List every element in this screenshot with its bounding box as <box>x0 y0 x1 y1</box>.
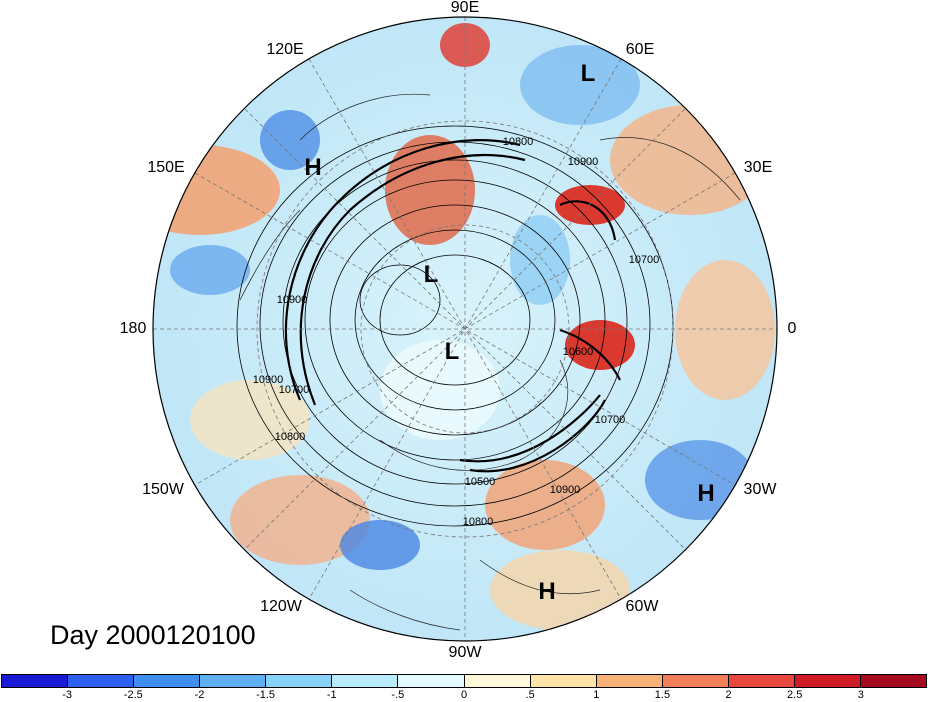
contour-label: 10800 <box>502 136 534 148</box>
lon-label-150w: 150W <box>142 481 184 498</box>
contour-label: 10900 <box>567 156 599 168</box>
contour-label: 10900 <box>276 294 308 306</box>
colorbar-tick-label: .5 <box>525 689 535 701</box>
colorbar-tick-label: -.5 <box>391 689 405 701</box>
high-center: H <box>304 154 322 181</box>
colorbar-swatch <box>727 675 794 687</box>
map-title: Day 2000120100 <box>50 620 256 650</box>
colorbar-swatch <box>463 675 530 687</box>
colorbar-swatch <box>529 675 596 687</box>
lon-label-60e: 60E <box>625 41 655 58</box>
lon-label-120w: 120W <box>260 598 302 615</box>
lon-label-90e: 90E <box>450 0 480 16</box>
colorbar-swatch <box>397 675 464 687</box>
colorbar-tick-label: -1 <box>326 689 337 701</box>
colorbar-swatch <box>67 675 134 687</box>
lon-label-90w: 90W <box>448 644 482 661</box>
low-center: L <box>423 261 439 288</box>
colorbar-swatch <box>331 675 398 687</box>
colorbar-tick-label: -2.5 <box>123 689 143 701</box>
colorbar-tick-label: 2.5 <box>787 689 803 701</box>
high-center: H <box>538 578 556 605</box>
colorbar-swatch <box>2 675 68 687</box>
contour-label: 10900 <box>252 374 284 386</box>
lon-label-120e: 120E <box>266 41 304 58</box>
colorbar-swatch <box>661 675 728 687</box>
colorbar-tick-label: -3 <box>62 689 73 701</box>
colorbar-tick-label: 0 <box>460 689 468 701</box>
contour-label: 10700 <box>278 384 310 396</box>
lon-label-30w: 30W <box>743 481 777 498</box>
colorbar-swatch <box>265 675 332 687</box>
lon-label-60w: 60W <box>625 598 659 615</box>
lon-label-180: 180 <box>119 320 147 337</box>
lon-label-0: 0 <box>787 320 797 337</box>
contour-label: 10500 <box>464 476 496 488</box>
map-field <box>153 17 777 641</box>
low-center: L <box>444 338 460 365</box>
colorbar-tick-label: 3 <box>857 689 864 701</box>
colorbar <box>1 674 927 688</box>
contour-label: 10700 <box>628 254 660 266</box>
contour-label: 10700 <box>594 414 626 426</box>
low-center: L <box>580 60 596 87</box>
high-center: H <box>697 480 715 507</box>
lon-label-30e: 30E <box>743 159 773 176</box>
colorbar-swatch <box>793 675 861 687</box>
colorbar-tick-label: 2 <box>725 689 732 701</box>
colorbar-tick-label: 1.5 <box>654 689 671 701</box>
colorbar-tick-label: 1 <box>593 689 600 701</box>
colorbar-swatch <box>860 675 927 687</box>
colorbar-swatch <box>595 675 662 687</box>
colorbar-tick-label: -2 <box>194 689 205 701</box>
lon-label-150e: 150E <box>147 159 185 176</box>
contour-label: 10900 <box>549 484 581 496</box>
colorbar-swatch <box>199 675 266 687</box>
colorbar-tick-label: -1.5 <box>256 689 276 701</box>
contour-label: 10800 <box>274 431 306 443</box>
colorbar-swatch <box>133 675 200 687</box>
contour-label: 10600 <box>562 346 594 358</box>
contour-label: 10800 <box>462 516 494 528</box>
